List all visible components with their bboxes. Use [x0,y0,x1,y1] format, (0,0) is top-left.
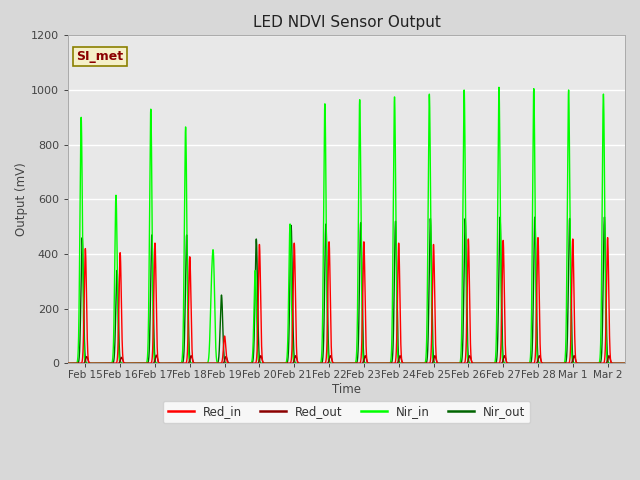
Legend: Red_in, Red_out, Nir_in, Nir_out: Red_in, Red_out, Nir_in, Nir_out [163,401,530,423]
X-axis label: Time: Time [332,383,361,396]
Text: SI_met: SI_met [76,50,124,63]
Y-axis label: Output (mV): Output (mV) [15,163,28,236]
Title: LED NDVI Sensor Output: LED NDVI Sensor Output [253,15,440,30]
